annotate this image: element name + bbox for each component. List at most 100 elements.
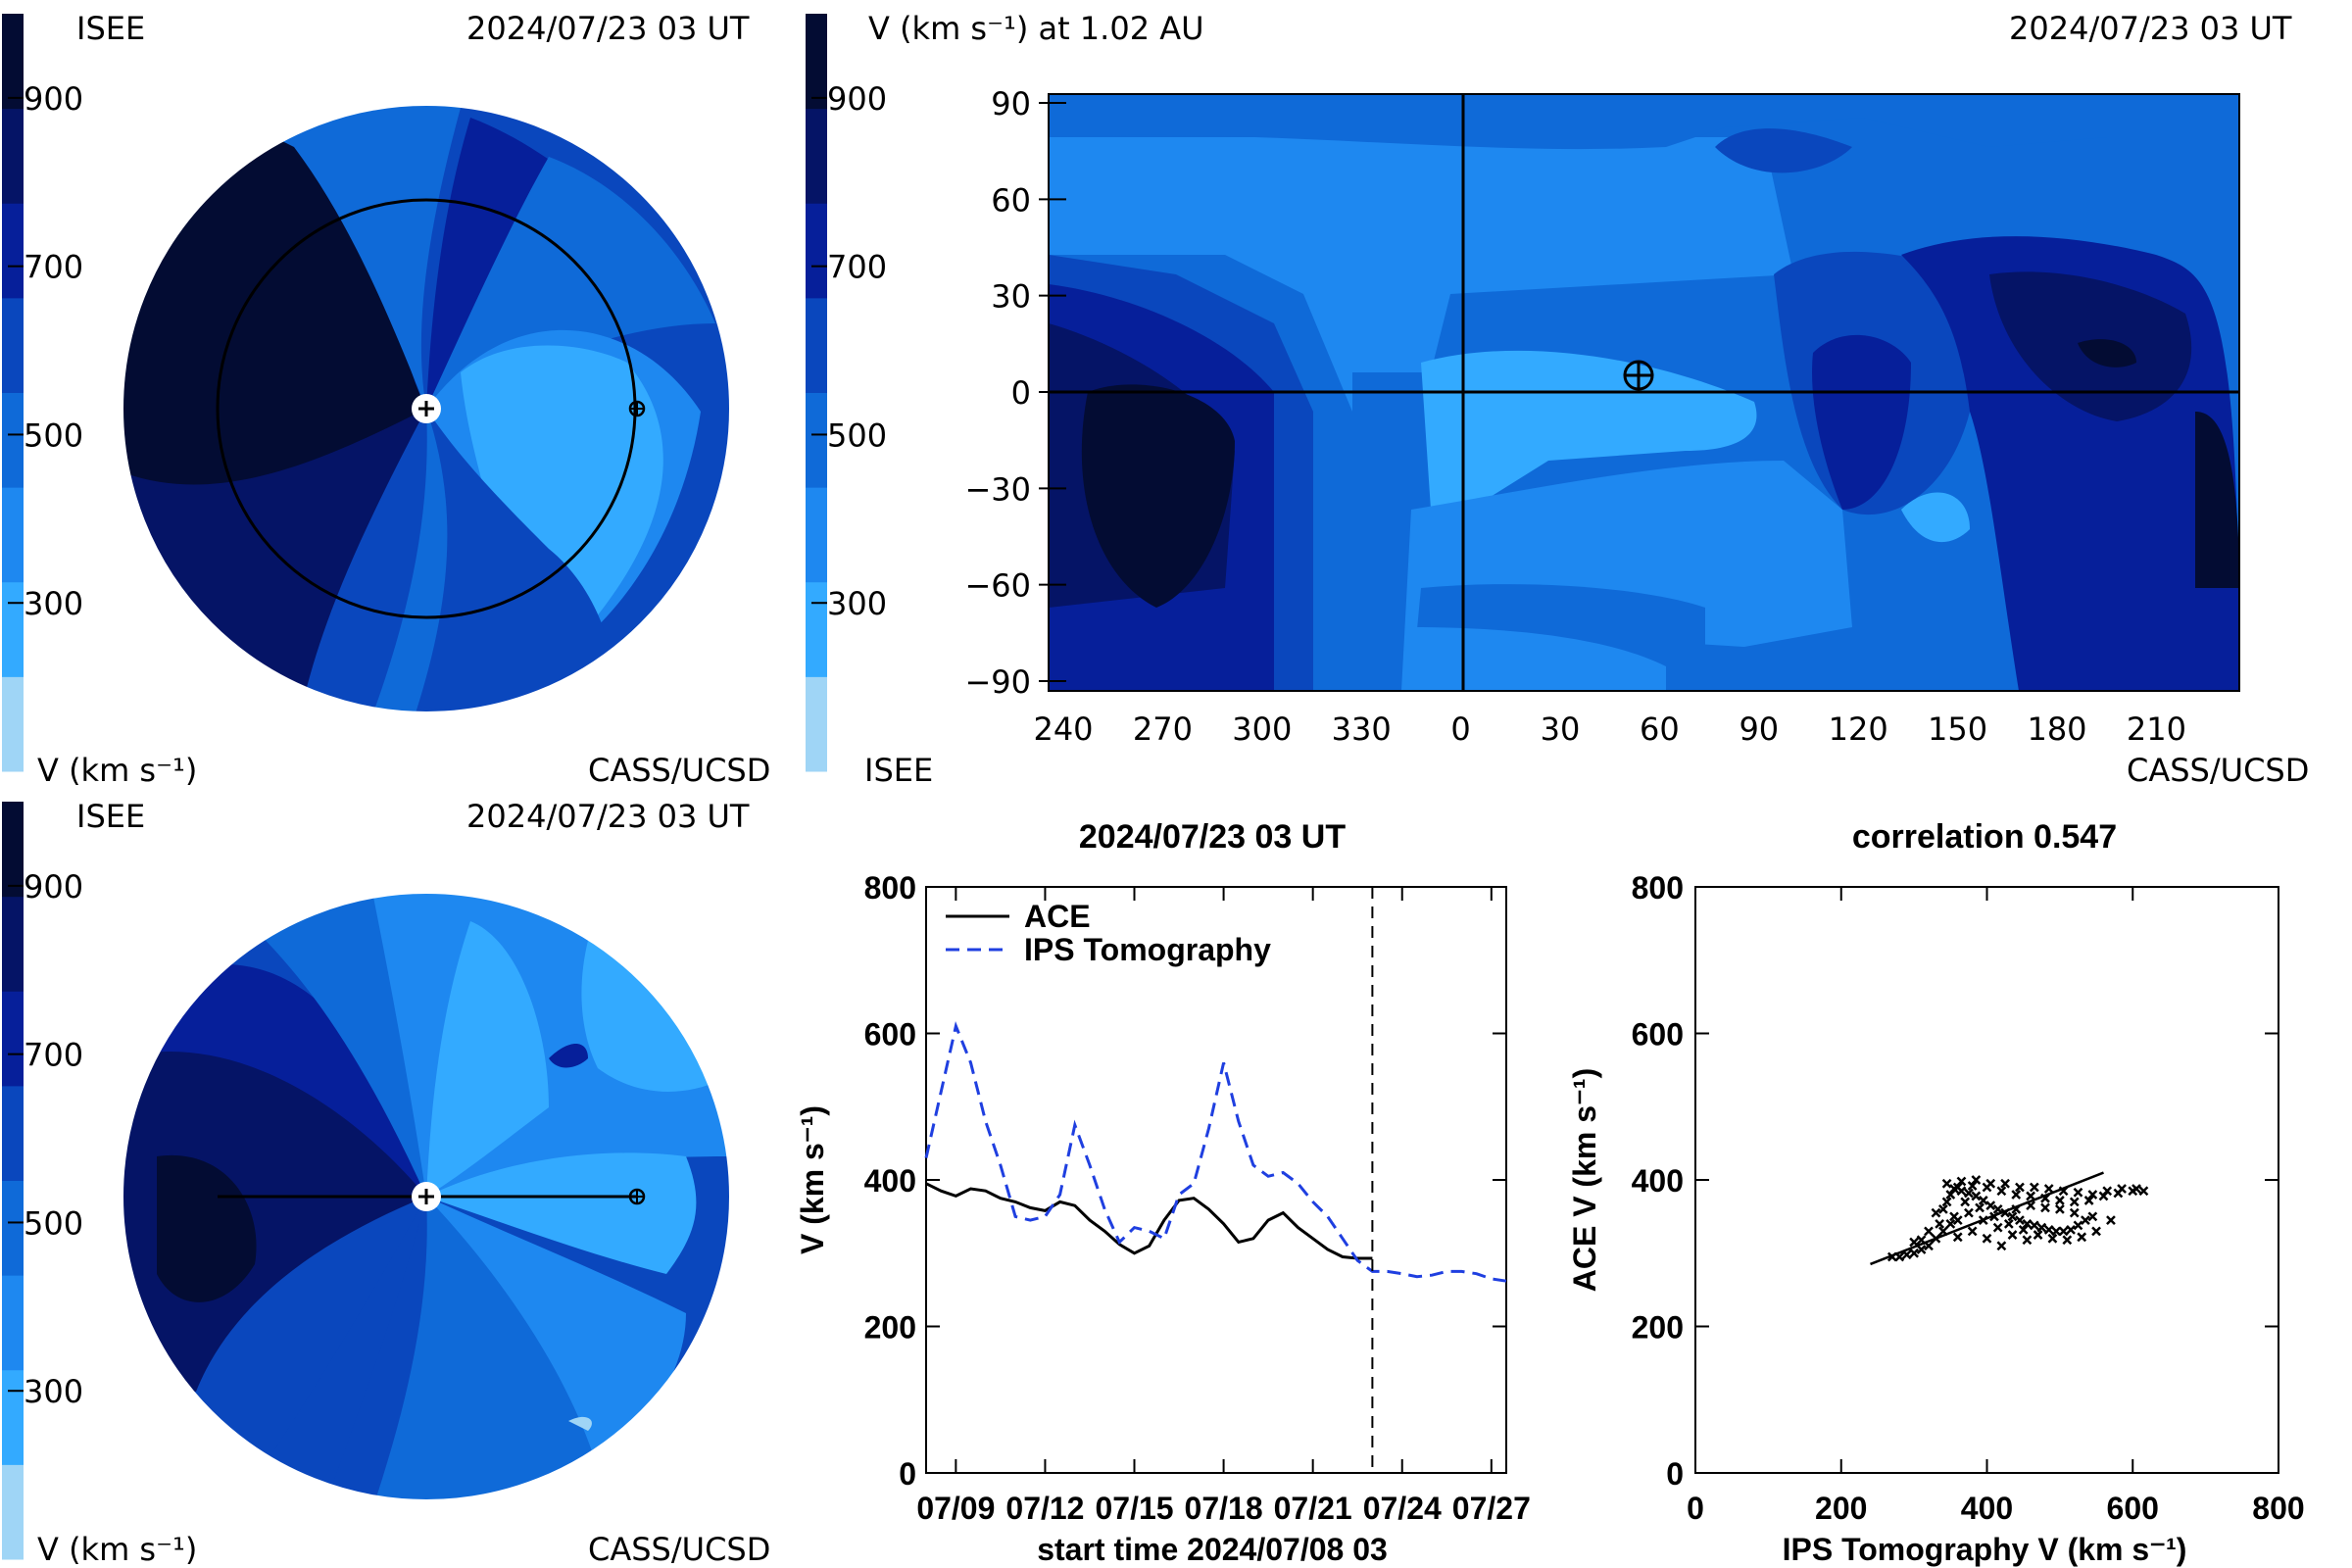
- map-title: V (km s⁻¹) at 1.02 AU: [868, 10, 1204, 47]
- map-x-tick-label-1: 270: [1133, 710, 1193, 748]
- timeseries-xlabel: start time 2024/07/08 03: [1037, 1532, 1388, 1567]
- earth-marker-icon: [628, 1188, 646, 1205]
- top-right-colorbar-level-3: [806, 392, 827, 488]
- scatter-point: [2015, 1215, 2025, 1225]
- scatter-title: correlation 0.547: [1852, 818, 2117, 856]
- top-right-colorbar-level-5: [806, 203, 827, 299]
- scatter-point: [1937, 1204, 1948, 1214]
- legend-ace-label: ACE: [1024, 899, 1091, 934]
- timestamp-label-bottom: 2024/07/23 03 UT: [466, 798, 750, 835]
- scatter-point: [2091, 1226, 2101, 1237]
- ts-y-tick-label-1: 200: [864, 1310, 916, 1346]
- top-left-colorbar-label-3: 300: [24, 585, 83, 622]
- scatter-point: [1978, 1196, 1988, 1205]
- scatter-xlabel: IPS Tomography V (km s⁻¹): [1783, 1532, 2187, 1567]
- scatter-point: [1985, 1200, 1996, 1211]
- top-left-colorbar-level-2: [2, 487, 24, 583]
- scatter-point: [2087, 1190, 2098, 1200]
- top-left-colorbar-level-0: [2, 676, 24, 772]
- timeseries-title: 2024/07/23 03 UT: [1079, 818, 1346, 856]
- bottom-left-colorbar-label-3: 300: [24, 1373, 83, 1410]
- latitude-longitude-velocity-map: [1048, 93, 2240, 692]
- timestamp-label: 2024/07/23 03 UT: [466, 10, 750, 47]
- bottom-left-colorbar-level-0: [2, 1464, 24, 1560]
- top-right-colorbar-level-4: [806, 297, 827, 393]
- timeseries-plot-frame: [925, 886, 1507, 1474]
- map-cass-ucsd-label: CASS/UCSD: [2127, 752, 2309, 789]
- map-y-axis: 90 60 30 0 −30 −60 −90: [964, 85, 1066, 701]
- top-left-colorbar-level-3: [2, 392, 24, 488]
- earth-position-icon: [1623, 360, 1654, 391]
- scatter-point: [2081, 1215, 2090, 1225]
- top-left-colorbar-label-2: 500: [24, 416, 83, 454]
- map-y-tick-label-0: 90: [991, 85, 1031, 122]
- scatter-point: [2029, 1220, 2039, 1231]
- top-left-colorbar-level-4: [2, 297, 24, 393]
- colorbar-top-left: 900 700 500 300: [2, 14, 83, 772]
- scatter-point: [2015, 1182, 2025, 1193]
- top-left-colorbar-level-1: [2, 581, 24, 677]
- sc-x-tick-label-0: 0: [1687, 1491, 1704, 1526]
- scatter-point: [2047, 1233, 2058, 1244]
- bottom-left-colorbar-label-1: 700: [24, 1037, 83, 1074]
- ace-series-line: [925, 1182, 1373, 1260]
- sc-x-tick-label-3: 600: [2107, 1491, 2159, 1526]
- bottom-left-colorbar-level-3: [2, 1180, 24, 1276]
- sc-y-tick-label-0: 0: [1666, 1456, 1684, 1492]
- isee-label: ISEE: [76, 10, 145, 47]
- map-x-tick-label-8: 120: [1829, 710, 1888, 748]
- scatter-point: [1949, 1211, 1959, 1222]
- timeseries-legend: ACE IPS Tomography: [946, 899, 1271, 967]
- map-isee-label: ISEE: [864, 752, 933, 789]
- legend-ips-label: IPS Tomography: [1024, 932, 1271, 967]
- scatter-point: [2087, 1211, 2098, 1222]
- map-x-axis: 240 270 300 330 0 30 60 90 120 150 180 210: [1033, 710, 2185, 748]
- map-y-tick-label-3: 0: [1011, 374, 1031, 412]
- scatter-point: [2066, 1224, 2076, 1235]
- scatter-point: [2054, 1196, 2065, 1205]
- scatter-point: [1952, 1232, 1963, 1243]
- top-right-colorbar-level-7: [806, 14, 827, 110]
- polar-velocity-map-bottom: [122, 892, 731, 1501]
- scatter-point: [1992, 1222, 2003, 1233]
- map-y-tick-label-2: 30: [991, 278, 1031, 316]
- scatter-point: [1924, 1226, 1934, 1237]
- scatter-point: [2043, 1224, 2054, 1235]
- scatter-point: [2083, 1196, 2094, 1205]
- scatter-point: [1960, 1197, 1971, 1207]
- map-timestamp: 2024/07/23 03 UT: [2009, 10, 2292, 47]
- scatter-axes: 00 200 200 400 400 600 600 800 800: [1632, 870, 2305, 1526]
- map-x-tick-label-3: 330: [1332, 710, 1392, 748]
- scatter-point: [2102, 1186, 2113, 1197]
- scatter-point: [2117, 1184, 2127, 1194]
- scatter-point: [1931, 1207, 1941, 1218]
- scatter-point: [1916, 1245, 1927, 1254]
- sc-x-tick-label-4: 800: [2252, 1491, 2304, 1526]
- sc-y-tick-label-2: 400: [1632, 1163, 1684, 1199]
- top-right-colorbar-label-2: 500: [827, 416, 887, 454]
- scatter-point: [2018, 1224, 2029, 1235]
- sc-y-tick-label-3: 600: [1632, 1017, 1684, 1053]
- ts-y-tick-label-2: 400: [864, 1163, 916, 1199]
- ts-x-tick-label-4: 07/21: [1274, 1491, 1352, 1526]
- scatter-point: [2036, 1222, 2047, 1233]
- top-left-colorbar-level-6: [2, 108, 24, 204]
- scatter-point: [1964, 1188, 1974, 1199]
- scatter-point: [2007, 1211, 2018, 1222]
- cass-ucsd-label: CASS/UCSD: [588, 752, 770, 789]
- scatter-point: [2043, 1184, 2054, 1194]
- bottom-left-colorbar-level-5: [2, 991, 24, 1087]
- ts-x-tick-label-5: 07/24: [1363, 1491, 1442, 1526]
- colorbar-bottom-left: 900 700 500 300: [2, 802, 83, 1560]
- sc-y-tick-label-1: 200: [1632, 1310, 1684, 1346]
- scatter-point: [1967, 1226, 1978, 1237]
- top-left-colorbar-label-1: 700: [24, 249, 83, 286]
- scatter-points: [1886, 1175, 2149, 1262]
- map-x-tick-label-5: 30: [1541, 710, 1581, 748]
- scatter-point: [2054, 1204, 2065, 1214]
- scatter-point: [2051, 1226, 2062, 1237]
- scatter-point: [1964, 1207, 1974, 1218]
- scatter-point: [1971, 1175, 1982, 1185]
- scatter-point: [1996, 1186, 2007, 1197]
- bottom-left-colorbar-label-2: 500: [24, 1204, 83, 1242]
